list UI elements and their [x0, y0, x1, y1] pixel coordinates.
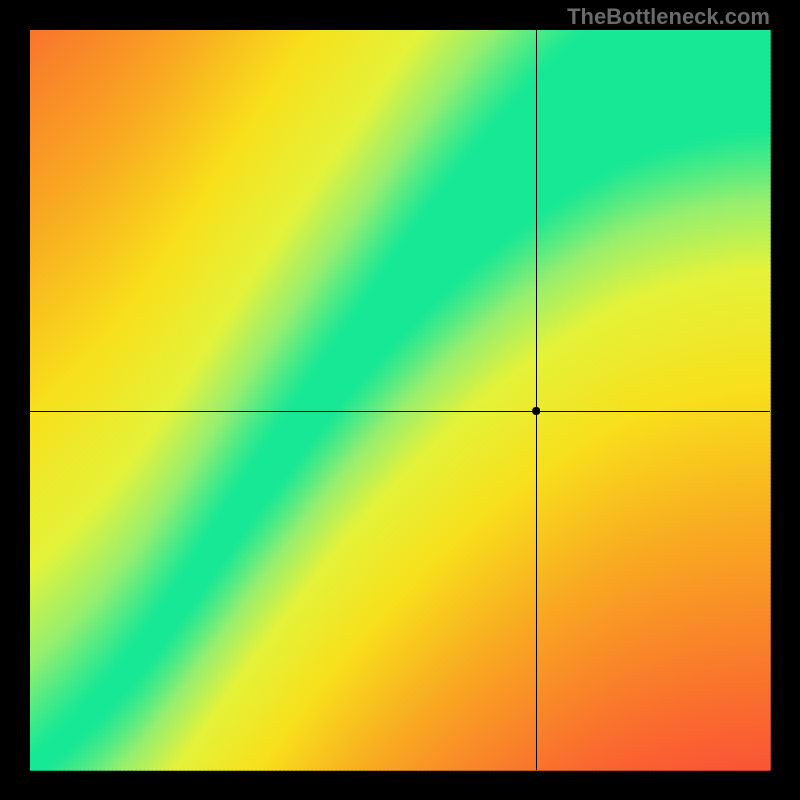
chart-container: TheBottleneck.com	[0, 0, 800, 800]
watermark-text: TheBottleneck.com	[567, 4, 770, 30]
bottleneck-heatmap	[0, 0, 800, 800]
